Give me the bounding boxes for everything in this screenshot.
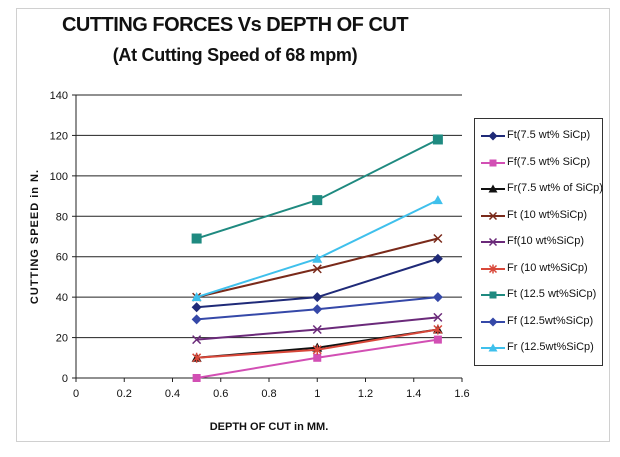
series-7 <box>191 292 443 325</box>
legend-label: Fr (10 wt%SiCp) <box>507 261 588 274</box>
y-tick-label: 60 <box>56 252 68 264</box>
data-point <box>191 302 202 313</box>
data-point <box>433 312 443 322</box>
legend-label: Ft (10 wt%SiCp) <box>507 208 588 221</box>
series-4 <box>192 312 443 345</box>
data-point <box>432 253 443 264</box>
data-point <box>312 304 323 315</box>
legend-item: Ft (12.5 wt%SiCp) <box>475 284 602 306</box>
data-point <box>488 264 498 273</box>
legend-item: Ff(10 wt%SiCp) <box>475 231 602 253</box>
data-point <box>488 184 498 193</box>
legend-item: Ft(7.5 wt% SiCp) <box>475 125 602 147</box>
x-tick-label: 0.8 <box>261 388 276 400</box>
data-point <box>488 237 498 247</box>
legend-swatch <box>481 184 505 193</box>
data-point <box>312 264 322 274</box>
legend-label: Fr (12.5wt%SiCp) <box>507 341 594 353</box>
data-point <box>432 134 443 145</box>
x-tick-label: 1.2 <box>358 388 373 400</box>
chart-title: CUTTING FORCES Vs DEPTH OF CUT <box>61 14 409 36</box>
legend-label: Ff (12.5wt%SiCp) <box>507 314 594 327</box>
y-tick-label: 80 <box>56 211 68 223</box>
series-6 <box>191 134 443 244</box>
x-tick-label: 1.6 <box>454 388 469 400</box>
chart-legend: Ft(7.5 wt% SiCp) Ff(7.5 wt% SiCp) Fr(7.5 w… <box>474 118 603 366</box>
legend-item: Ff(7.5 wt% SiCp) <box>475 152 602 174</box>
legend-swatch <box>481 291 505 299</box>
x-tick-label: 1.4 <box>406 388 421 400</box>
data-point <box>312 195 323 206</box>
x-tick-label: 0 <box>73 388 79 400</box>
data-point <box>489 291 497 299</box>
legend-item: Ff (12.5wt%SiCp) <box>475 311 602 333</box>
data-point <box>488 131 498 141</box>
series-3 <box>192 233 443 302</box>
legend-swatch <box>481 211 505 220</box>
data-point <box>432 292 443 303</box>
chart-subtitle: (At Cutting Speed of 68 mpm) <box>112 45 358 65</box>
legend-label: Ft(7.5 wt% SiCp) <box>507 129 591 141</box>
data-point <box>191 233 202 244</box>
data-point <box>192 374 201 382</box>
y-tick-label: 0 <box>62 373 68 385</box>
legend-swatch <box>481 131 505 141</box>
y-tick-label: 120 <box>50 130 68 142</box>
legend-item: Fr(7.5 wt% of SiCp) <box>475 178 603 200</box>
series-1 <box>192 335 442 382</box>
x-axis-label: DEPTH OF CUT in MM. <box>210 421 329 433</box>
legend-item: Ft (10 wt%SiCp) <box>475 205 602 227</box>
legend-label: Ff(7.5 wt% SiCp) <box>507 155 591 168</box>
x-tick-label: 0.4 <box>165 388 180 400</box>
data-point <box>433 233 443 244</box>
series-0 <box>191 253 443 313</box>
data-point <box>488 317 498 326</box>
data-point <box>312 324 322 335</box>
legend-label: Ft (12.5 wt%SiCp) <box>507 288 597 300</box>
x-tick-label: 1 <box>314 388 320 400</box>
y-tick-label: 100 <box>50 171 68 183</box>
data-point <box>488 343 498 352</box>
legend-swatch <box>481 237 505 247</box>
data-point <box>313 353 322 362</box>
legend-item: Fr (12.5wt%SiCp) <box>475 337 602 359</box>
data-point <box>191 292 202 302</box>
data-point <box>191 314 202 325</box>
data-point <box>312 253 323 263</box>
y-tick-label: 40 <box>56 292 68 304</box>
y-axis-label: CUTTING SPEED in N. <box>29 169 41 304</box>
y-tick-label: 20 <box>56 333 68 345</box>
legend-swatch <box>481 264 505 273</box>
data-point <box>192 335 202 345</box>
legend-label: Ff(10 wt%SiCp) <box>507 235 585 247</box>
x-tick-label: 0.6 <box>213 388 228 400</box>
legend-item: Fr (10 wt%SiCp) <box>475 258 602 280</box>
data-point <box>192 352 202 363</box>
series-line <box>196 138 439 240</box>
data-point <box>312 344 322 355</box>
series-5 <box>192 324 443 363</box>
legend-swatch <box>481 343 505 352</box>
legend-swatch <box>481 159 505 166</box>
legend-swatch <box>481 317 505 326</box>
y-tick-label: 140 <box>50 90 68 102</box>
data-point <box>433 335 442 344</box>
data-point <box>312 292 323 303</box>
series-8 <box>191 195 443 302</box>
data-point <box>433 324 443 335</box>
legend-label: Fr(7.5 wt% of SiCp) <box>507 182 603 194</box>
x-tick-label: 0.2 <box>117 388 132 400</box>
data-point <box>488 211 498 220</box>
data-point <box>489 159 497 166</box>
data-point <box>432 195 443 205</box>
